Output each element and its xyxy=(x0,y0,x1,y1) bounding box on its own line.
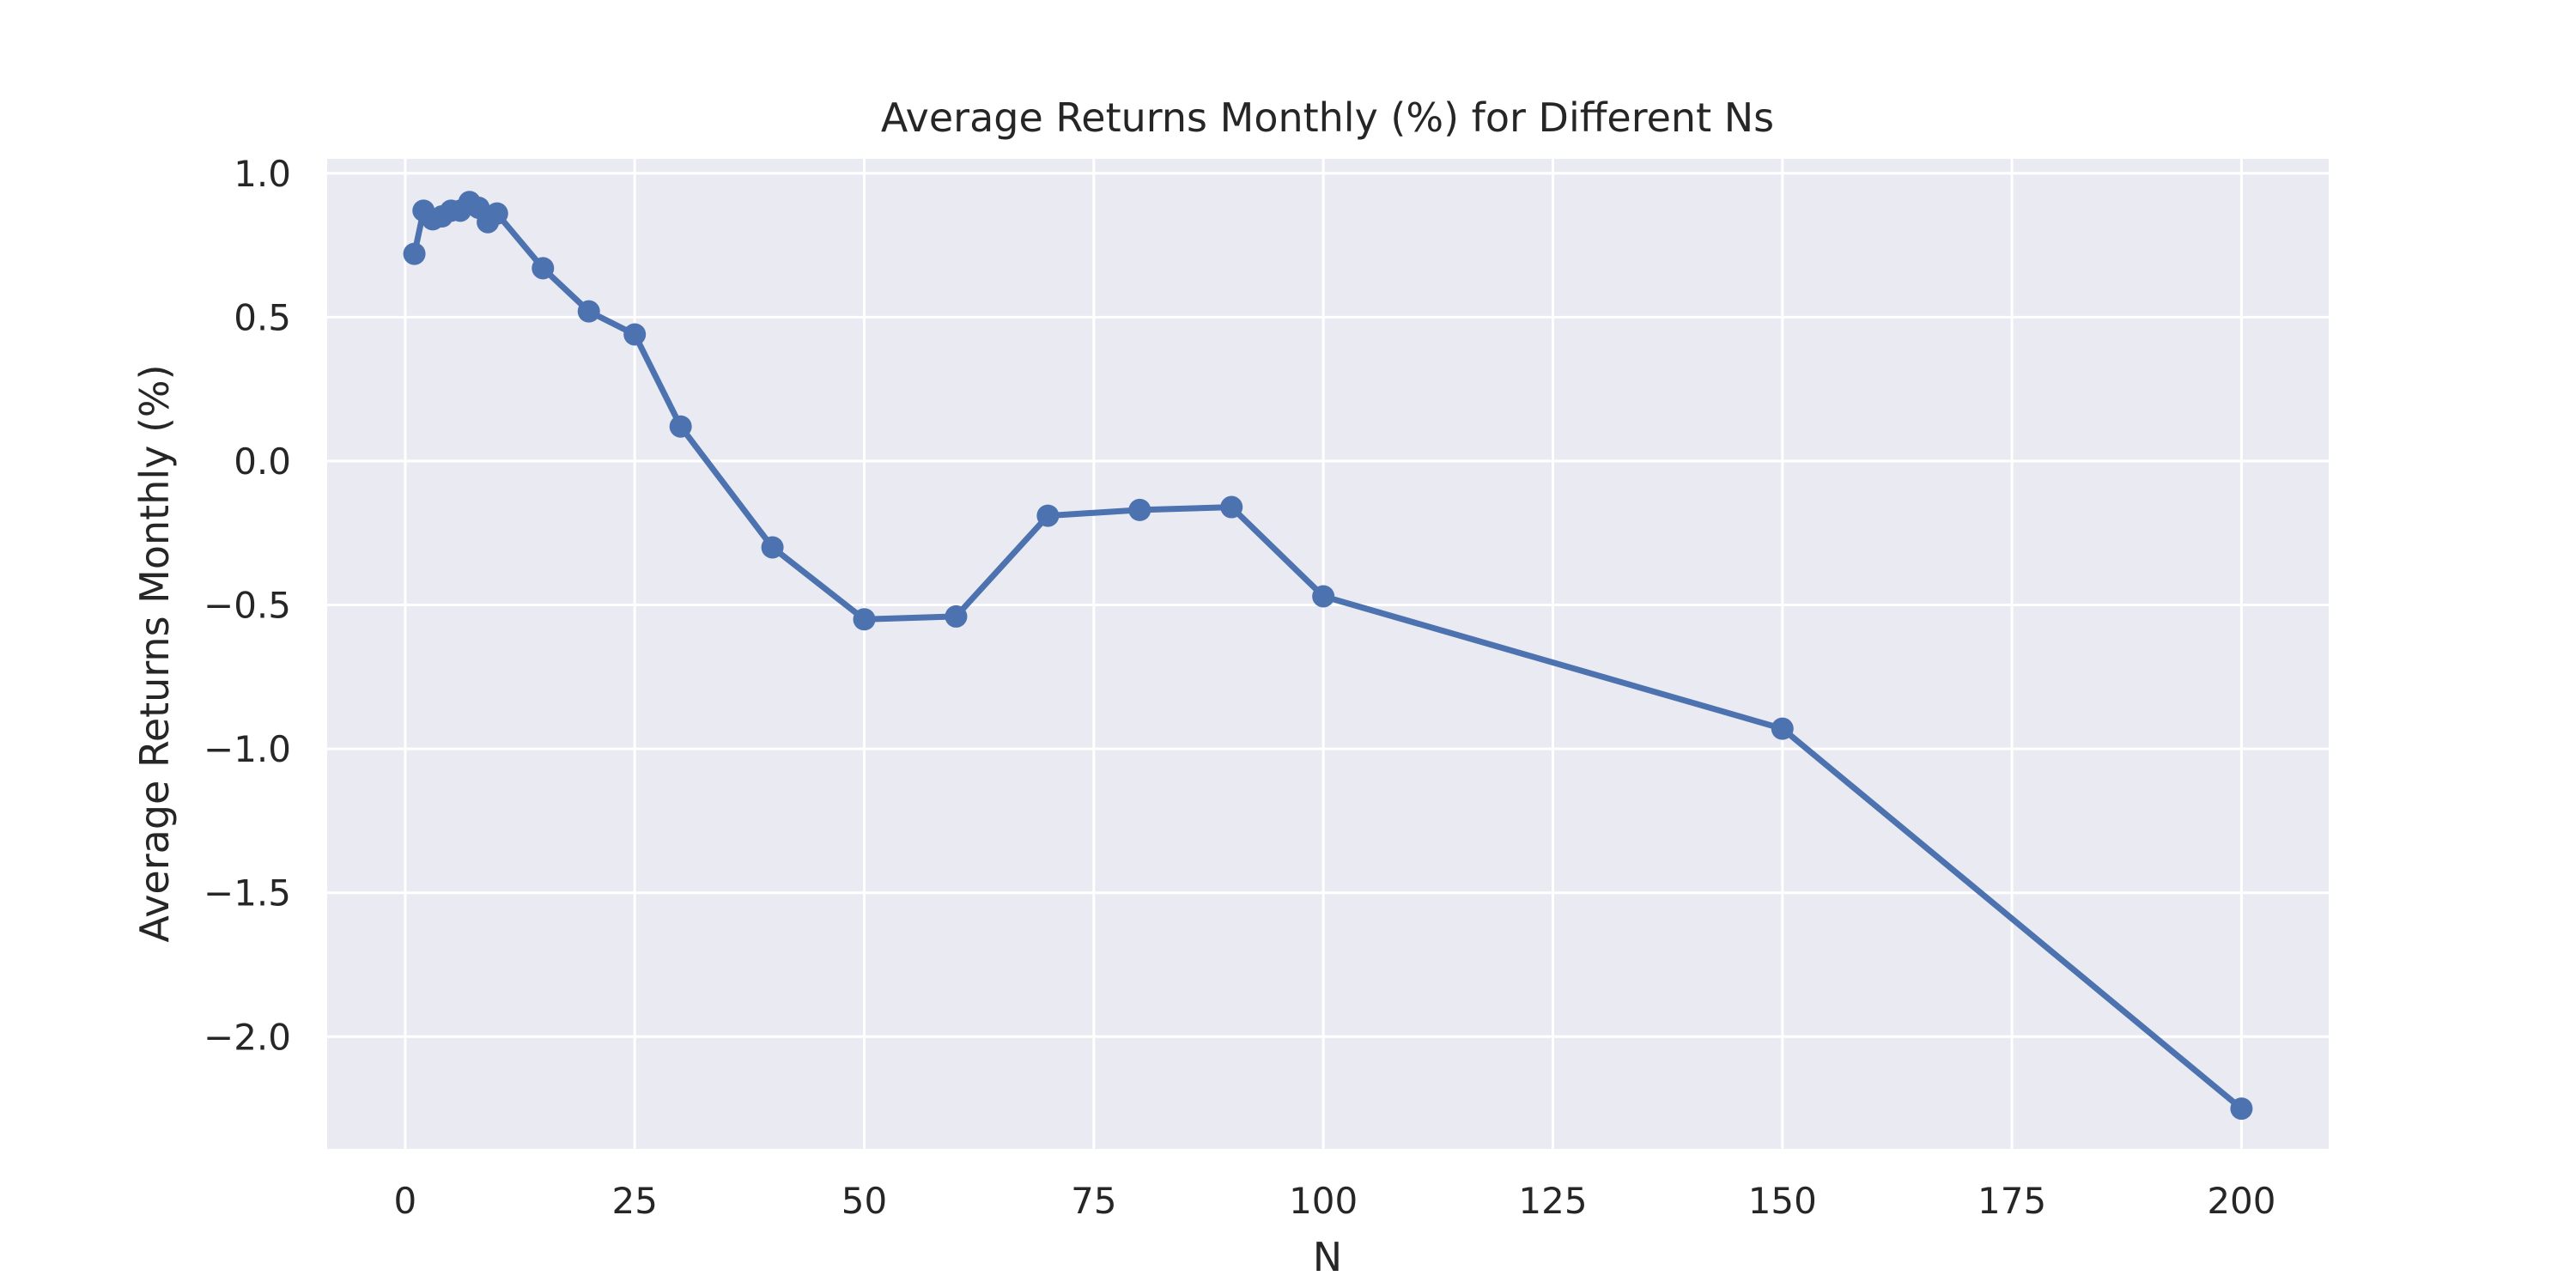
data-point xyxy=(1128,498,1151,521)
data-point xyxy=(1036,504,1060,527)
y-axis-label: Average Returns Monthly (%) xyxy=(131,364,178,942)
y-tick-label: −1.0 xyxy=(204,728,291,770)
data-point xyxy=(532,257,555,280)
chart-title: Average Returns Monthly (%) for Differen… xyxy=(881,94,1774,141)
x-tick-label: 200 xyxy=(2207,1180,2275,1222)
x-tick-label: 150 xyxy=(1748,1180,1817,1222)
data-point xyxy=(403,242,426,265)
data-point xyxy=(577,300,600,323)
data-point xyxy=(623,323,647,346)
x-tick-label: 100 xyxy=(1289,1180,1358,1222)
y-tick-labels: 1.0 0.5 0.0 −0.5 −1.0 −1.5 −2.0 xyxy=(204,153,291,1059)
data-point xyxy=(761,536,784,559)
series-group xyxy=(403,191,2253,1121)
x-tick-label: 175 xyxy=(1978,1180,2046,1222)
y-tick-label: 0.0 xyxy=(234,440,291,483)
x-tick-label: 50 xyxy=(841,1180,887,1222)
data-point xyxy=(485,202,508,225)
y-tick-label: 0.5 xyxy=(234,296,291,338)
data-point xyxy=(2230,1097,2253,1121)
data-point xyxy=(945,605,968,628)
data-point xyxy=(669,415,692,438)
x-tick-label: 75 xyxy=(1071,1180,1116,1222)
x-tick-label: 25 xyxy=(611,1180,657,1222)
data-point xyxy=(1220,495,1243,519)
y-tick-label: −2.0 xyxy=(204,1016,291,1058)
plot-area xyxy=(327,159,2329,1149)
data-point xyxy=(1312,585,1335,608)
x-tick-labels: 0 25 50 75 100 125 150 175 200 xyxy=(394,1180,2276,1222)
data-point xyxy=(1771,717,1794,740)
x-tick-label: 0 xyxy=(394,1180,417,1222)
y-tick-label: −1.5 xyxy=(204,872,291,914)
x-tick-label: 125 xyxy=(1518,1180,1587,1222)
data-point xyxy=(853,608,876,631)
y-tick-label: 1.0 xyxy=(234,153,291,195)
x-axis-label: N xyxy=(1313,1234,1342,1280)
y-tick-label: −0.5 xyxy=(204,585,291,627)
